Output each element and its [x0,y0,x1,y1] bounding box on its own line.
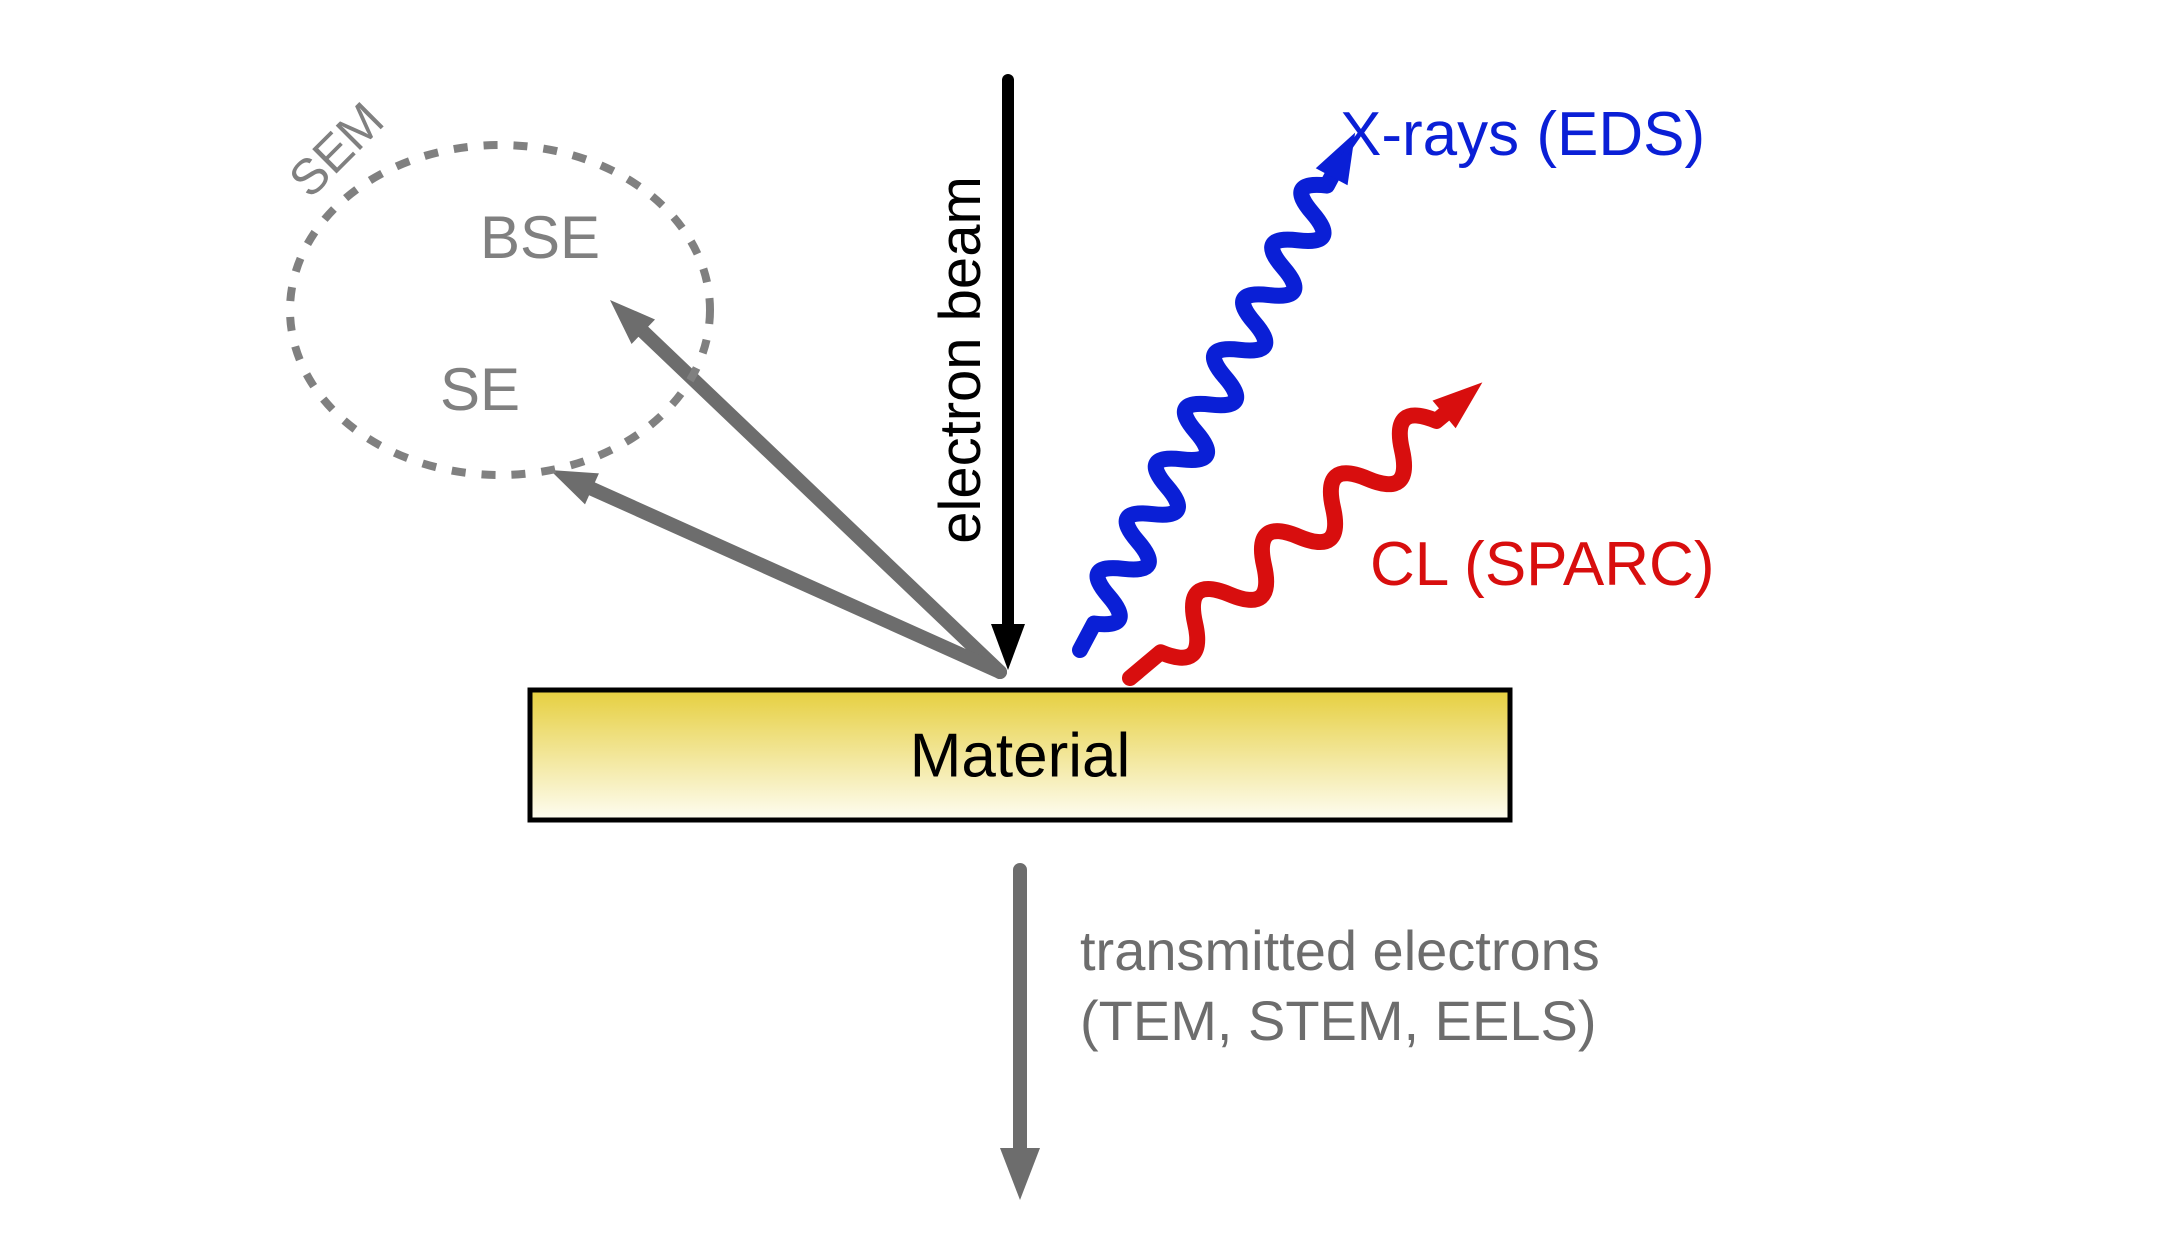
electron-beam-label: electron beam [928,176,993,544]
xray-label: X-rays (EDS) [1340,100,1705,169]
xray-wave [1080,177,1332,650]
sem-label: SEM [278,92,394,208]
cl-label: CL (SPARC) [1370,530,1714,599]
transmitted-label-1: transmitted electrons [1080,919,1600,982]
transmitted-label-2: (TEM, STEM, EELS) [1080,989,1597,1052]
material-label: Material [910,722,1131,791]
transmitted-arrow-head [1000,1148,1040,1200]
se-label: SE [440,356,520,423]
bse-label: BSE [480,204,600,271]
sem-ellipse [290,145,710,475]
se-arrow-head [550,470,599,504]
